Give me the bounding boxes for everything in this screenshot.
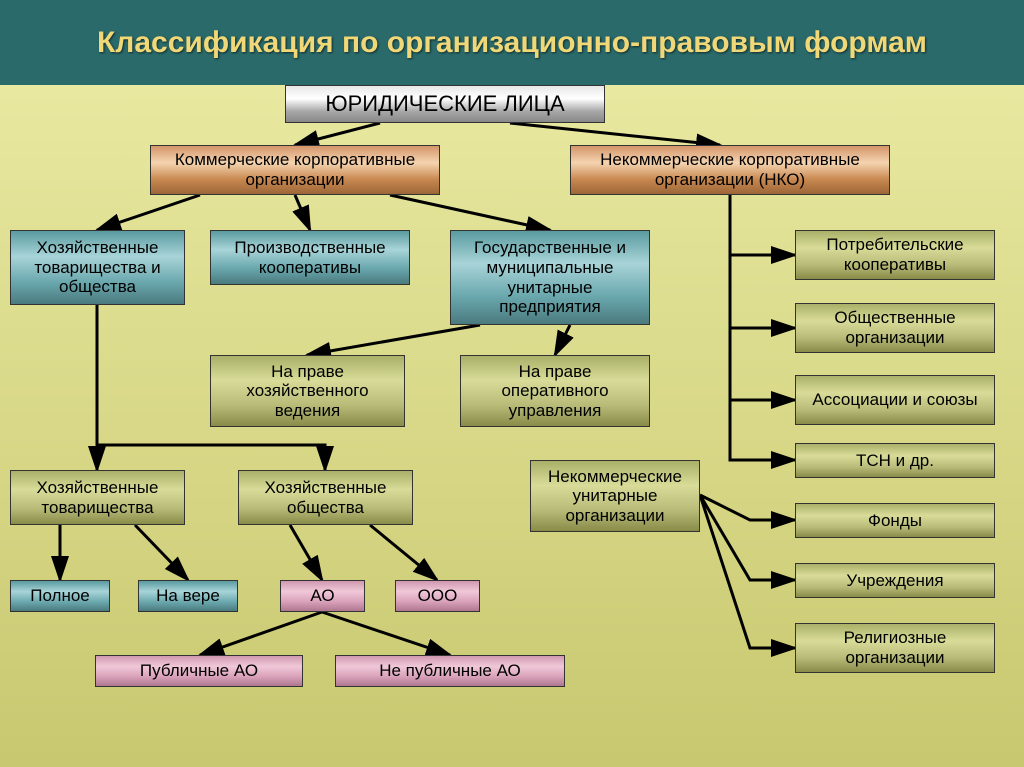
node-uchr: Учреждения	[795, 563, 995, 598]
slide-title: Классификация по организационно-правовым…	[97, 26, 927, 60]
slide-header: Классификация по организационно-правовым…	[0, 0, 1024, 85]
diagram-area: ЮРИДИЧЕСКИЕ ЛИЦА Коммерческие корпоративн…	[0, 85, 1024, 767]
node-operup: На праве оперативного управления	[460, 355, 650, 427]
node-fondy: Фонды	[795, 503, 995, 538]
node-ooo: ООО	[395, 580, 480, 612]
node-obshorg: Общественные организации	[795, 303, 995, 353]
node-assoc: Ассоциации и союзы	[795, 375, 995, 425]
node-nepubao: Не публичные АО	[335, 655, 565, 687]
node-ao: АО	[280, 580, 365, 612]
node-hozved: На праве хозяйственного ведения	[210, 355, 405, 427]
node-pubao: Публичные АО	[95, 655, 303, 687]
node-nekomun: Некоммерческие унитарные организации	[530, 460, 700, 532]
node-potreb: Потребительские кооперативы	[795, 230, 995, 280]
node-root: ЮРИДИЧЕСКИЕ ЛИЦА	[285, 85, 605, 123]
node-htov: Хозяйственные товарищества и общества	[10, 230, 185, 305]
node-commercial: Коммерческие корпоративные организации	[150, 145, 440, 195]
node-navere: На вере	[138, 580, 238, 612]
node-gosmun: Государственные и муниципальные унитарны…	[450, 230, 650, 325]
node-hoztov: Хозяйственные товарищества	[10, 470, 185, 525]
node-hozobs: Хозяйственные общества	[238, 470, 413, 525]
node-relig: Религиозные организации	[795, 623, 995, 673]
node-noncommercial: Некоммерческие корпоративные организации…	[570, 145, 890, 195]
node-prodkoop: Производственные кооперативы	[210, 230, 410, 285]
node-tsn: ТСН и др.	[795, 443, 995, 478]
node-polnoe: Полное	[10, 580, 110, 612]
